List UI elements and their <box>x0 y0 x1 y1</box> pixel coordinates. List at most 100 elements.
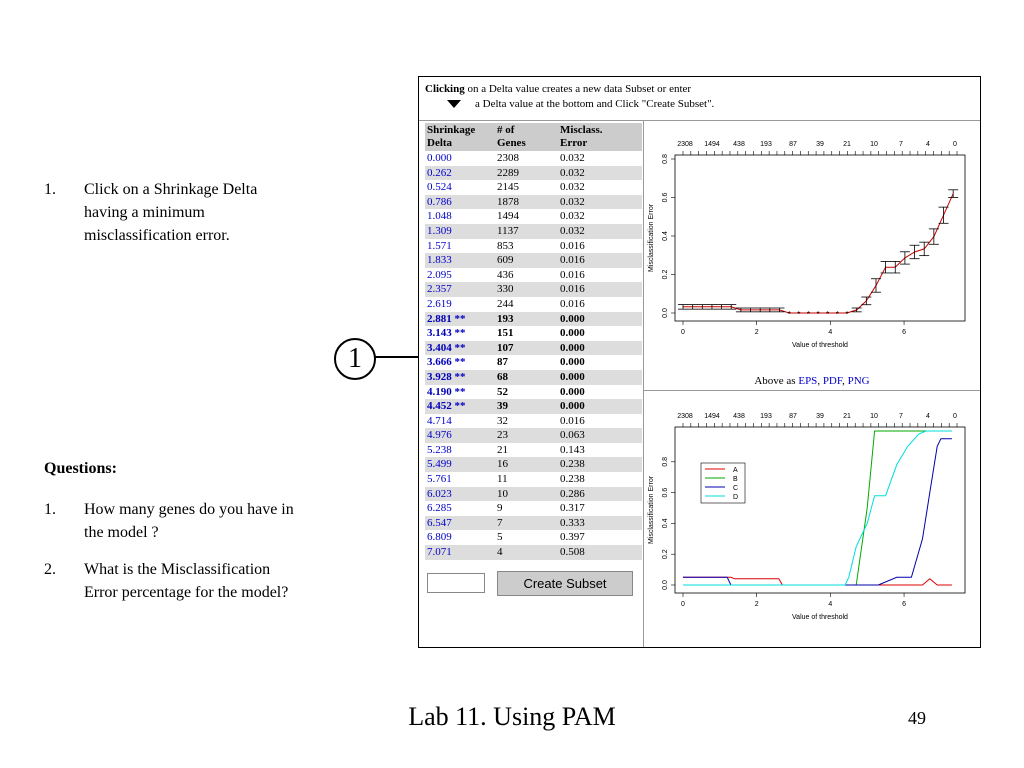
table-row[interactable]: 0.262 2289 0.032 <box>425 165 642 181</box>
column-header-genes: # of Genes <box>497 124 526 150</box>
table-row[interactable]: 2.357 330 0.016 <box>425 282 642 297</box>
create-subset-button[interactable]: Create Subset <box>497 571 633 596</box>
delta-link[interactable]: 2.881 ** <box>427 312 466 325</box>
delta-link[interactable]: 6.023 <box>427 487 452 500</box>
delta-link[interactable]: 3.404 ** <box>427 341 466 354</box>
table-row[interactable]: 0.524 2145 0.032 <box>425 180 642 195</box>
table-row[interactable]: 6.809 5 0.397 <box>425 530 642 545</box>
gene-count: 2145 <box>497 181 519 194</box>
question-line: What is the Misclassification <box>84 561 271 578</box>
gene-count: 193 <box>497 312 514 325</box>
delta-link[interactable]: 1.048 <box>427 210 452 223</box>
delta-link[interactable]: 1.571 <box>427 239 452 252</box>
top-axis-label: 193 <box>760 141 772 148</box>
delta-link[interactable]: 4.976 <box>427 429 452 442</box>
error-value: 0.016 <box>560 254 585 267</box>
error-value: 0.032 <box>560 210 585 223</box>
step-text-line: having a minimum <box>84 204 205 221</box>
table-row[interactable]: 6.023 10 0.286 <box>425 486 642 502</box>
delta-link[interactable]: 6.809 <box>427 531 452 544</box>
delta-link[interactable]: 0.262 <box>427 166 452 179</box>
delta-link[interactable]: 6.285 <box>427 502 452 515</box>
table-row[interactable]: 3.404 ** 107 0.000 <box>425 340 642 356</box>
table-row[interactable]: 2.619 244 0.016 <box>425 297 642 312</box>
top-axis-label: 87 <box>789 413 797 420</box>
delta-link[interactable]: 2.357 <box>427 283 452 296</box>
table-row[interactable]: 5.499 16 0.238 <box>425 457 642 473</box>
table-row[interactable]: 2.881 ** 193 0.000 <box>425 311 642 327</box>
series-line <box>683 438 952 586</box>
eps-link[interactable]: EPS <box>798 375 818 387</box>
delta-link[interactable]: 2.619 <box>427 297 452 310</box>
table-row[interactable]: 4.976 23 0.063 <box>425 428 642 443</box>
error-value: 0.000 <box>560 370 585 383</box>
error-value: 0.032 <box>560 195 585 208</box>
delta-link[interactable]: 3.666 ** <box>427 356 466 369</box>
delta-link[interactable]: 1.309 <box>427 224 452 237</box>
threshold-table: Shrinkage Delta # of Genes Misclass. Err… <box>425 123 642 560</box>
top-axis-label: 438 <box>733 141 745 148</box>
table-row[interactable]: 5.238 21 0.143 <box>425 443 642 458</box>
table-row[interactable]: 1.048 1494 0.032 <box>425 209 642 224</box>
legend-label: B <box>733 476 738 483</box>
table-row[interactable]: 2.095 436 0.016 <box>425 268 642 283</box>
delta-link[interactable]: 4.714 <box>427 414 452 427</box>
x-axis-label: Value of threshold <box>792 342 848 349</box>
table-row[interactable]: 1.833 609 0.016 <box>425 253 642 268</box>
top-axis-label: 10 <box>870 413 878 420</box>
delta-link[interactable]: 0.000 <box>427 152 452 164</box>
delta-link[interactable]: 5.761 <box>427 473 452 486</box>
y-tick-label: 0.0 <box>662 308 669 318</box>
table-row[interactable]: 4.714 32 0.016 <box>425 414 642 429</box>
delta-link[interactable]: 2.095 <box>427 268 452 281</box>
table-row[interactable]: 1.571 853 0.016 <box>425 239 642 254</box>
error-value: 0.317 <box>560 502 585 515</box>
question-2: 2. What is the Misclassification Error p… <box>44 558 364 604</box>
delta-link[interactable]: 1.833 <box>427 254 452 267</box>
delta-link[interactable]: 5.499 <box>427 458 452 471</box>
table-row[interactable]: 3.143 ** 151 0.000 <box>425 326 642 341</box>
question-line: Error percentage for the model? <box>84 584 289 601</box>
delta-link[interactable]: 6.547 <box>427 516 452 529</box>
delta-input[interactable] <box>427 573 485 593</box>
delta-link[interactable]: 7.071 <box>427 546 452 559</box>
delta-link[interactable]: 0.786 <box>427 195 452 208</box>
legend-label: C <box>733 485 738 492</box>
table-row[interactable]: 4.190 ** 52 0.000 <box>425 385 642 400</box>
y-tick-label: 0.8 <box>662 457 669 467</box>
delta-link[interactable]: 0.524 <box>427 181 452 194</box>
table-row[interactable]: 0.000 2308 0.032 <box>425 151 642 166</box>
plot-frame <box>674 426 966 594</box>
error-value: 0.000 <box>560 385 585 398</box>
header-line: Delta <box>427 137 453 149</box>
table-row[interactable]: 3.928 ** 68 0.000 <box>425 369 642 385</box>
step-text-line: misclassification error. <box>84 227 230 244</box>
question-text: How many genes do you have in the model … <box>84 498 294 544</box>
delta-link[interactable]: 4.190 ** <box>427 385 466 398</box>
error-value: 0.032 <box>560 152 585 164</box>
delta-link[interactable]: 4.452 ** <box>427 400 466 413</box>
data-point: * <box>836 310 839 319</box>
column-header-delta: Shrinkage Delta <box>427 124 475 150</box>
x-tick-label: 4 <box>828 329 832 336</box>
table-row[interactable]: 6.285 9 0.317 <box>425 501 642 516</box>
y-tick-label: 0.2 <box>662 270 669 280</box>
table-row[interactable]: 6.547 7 0.333 <box>425 515 642 531</box>
gene-count: 2289 <box>497 166 519 179</box>
table-row[interactable]: 4.452 ** 39 0.000 <box>425 399 642 414</box>
table-row[interactable]: 7.071 4 0.508 <box>425 545 642 560</box>
gene-count: 151 <box>497 327 514 340</box>
png-link[interactable]: PNG <box>847 375 870 387</box>
table-row[interactable]: 1.309 1137 0.032 <box>425 223 642 239</box>
delta-link[interactable]: 5.238 <box>427 443 452 456</box>
gene-count: 23 <box>497 429 508 442</box>
table-row[interactable]: 0.786 1878 0.032 <box>425 194 642 210</box>
gene-count: 1878 <box>497 195 519 208</box>
table-row[interactable]: 3.666 ** 87 0.000 <box>425 355 642 370</box>
data-point: * <box>788 310 791 319</box>
table-row[interactable]: 5.761 11 0.238 <box>425 472 642 487</box>
gene-count: 68 <box>497 370 508 383</box>
delta-link[interactable]: 3.143 ** <box>427 327 466 340</box>
delta-link[interactable]: 3.928 ** <box>427 370 466 383</box>
pdf-link[interactable]: PDF <box>822 375 843 387</box>
